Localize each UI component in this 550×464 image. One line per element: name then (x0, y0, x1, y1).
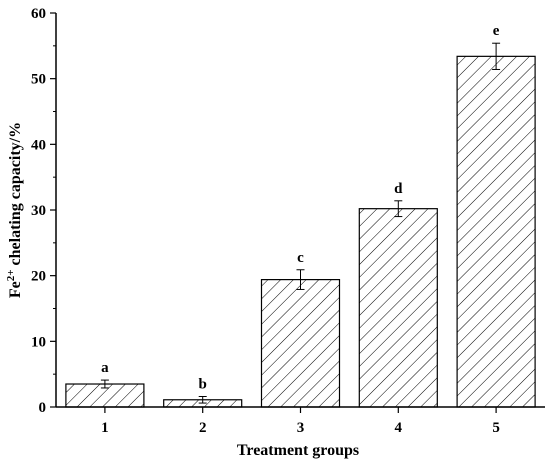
plot-area: a b c d e 0 10 20 30 40 50 60 1 2 3 4 5 (31, 6, 545, 436)
significance-label-5: e (493, 23, 500, 39)
bar-3 (260, 279, 341, 408)
significance-label-4: d (394, 181, 403, 197)
x-tick-label-2: 2 (199, 420, 207, 436)
x-axis-title: Treatment groups (237, 442, 359, 459)
bar-5 (456, 55, 536, 408)
y-tick-label-40: 40 (31, 137, 46, 153)
x-tick-label-1: 1 (101, 420, 109, 436)
significance-label-1: a (101, 360, 109, 376)
y-axis-title: Fe2+ chelating capacity/% (5, 122, 24, 298)
y-tick-label-50: 50 (31, 72, 46, 88)
y-tick-label-0: 0 (39, 400, 47, 416)
y-axis-title-base: Fe (7, 281, 24, 298)
y-axis-title-rest: chelating capacity/% (7, 122, 24, 270)
significance-label-3: c (297, 250, 304, 266)
x-tick-label-3: 3 (297, 420, 305, 436)
y-tick-label-30: 30 (31, 203, 46, 219)
y-tick-label-60: 60 (31, 6, 46, 22)
bar-4 (358, 208, 438, 408)
y-tick-label-20: 20 (31, 269, 46, 285)
y-axis-title-sup: 2+ (5, 269, 17, 281)
x-tick-label-5: 5 (492, 420, 500, 436)
significance-label-2: b (199, 376, 207, 392)
y-tick-label-10: 10 (31, 334, 46, 350)
x-tick-label-4: 4 (395, 420, 403, 436)
